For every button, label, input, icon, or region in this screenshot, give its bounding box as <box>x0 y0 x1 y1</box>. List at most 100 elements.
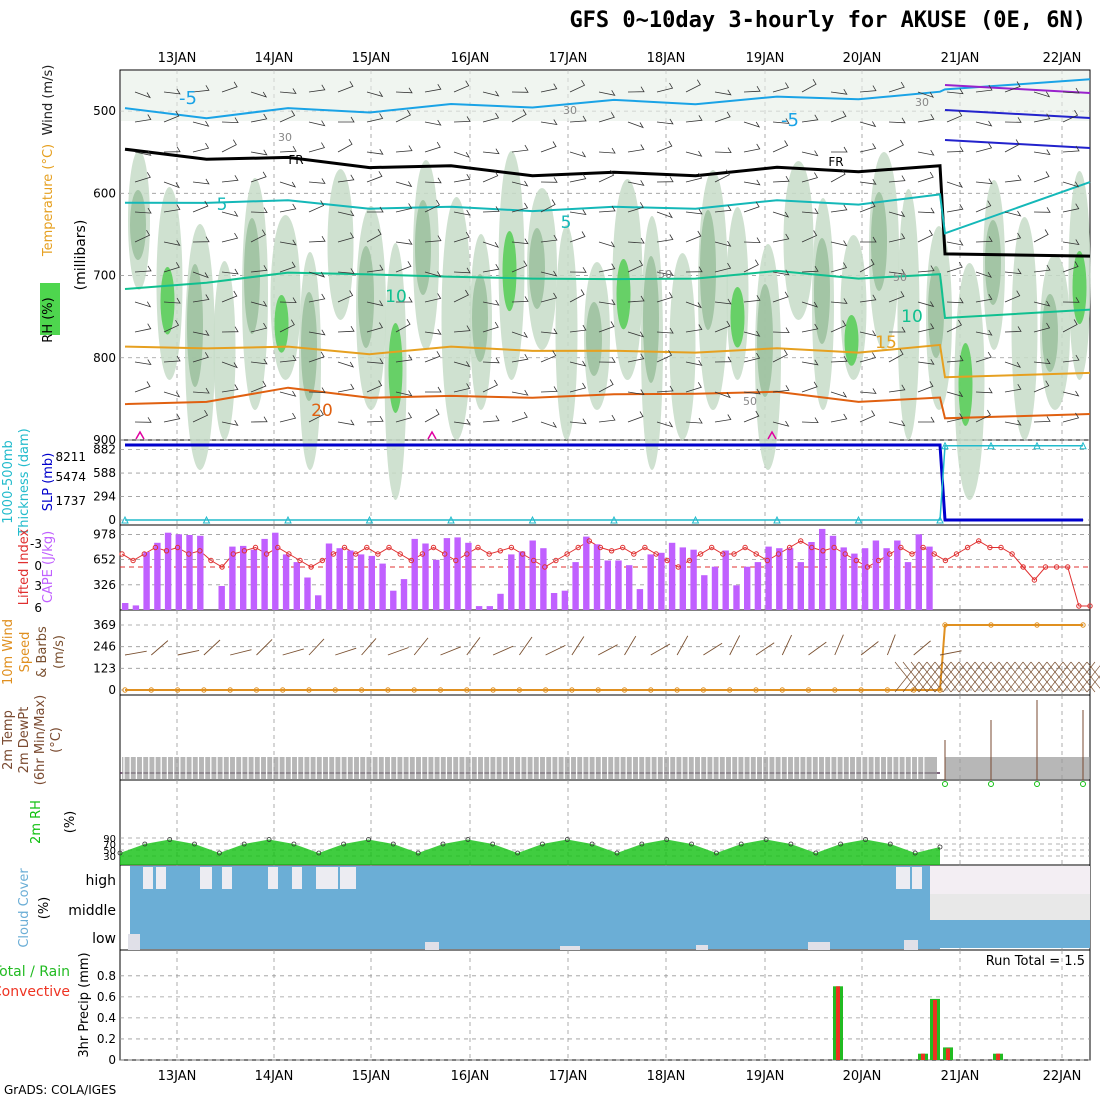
wind-barb <box>221 268 239 275</box>
li-point <box>197 548 203 554</box>
wind-barb <box>396 296 413 303</box>
cloud-gap-low <box>128 934 140 950</box>
li-point <box>631 551 637 557</box>
wind10m-point <box>253 687 260 693</box>
rh2m-point <box>440 841 446 847</box>
wind-barb <box>627 353 645 363</box>
cape-bar <box>357 554 365 610</box>
li-point <box>998 544 1004 551</box>
wind-barb <box>772 385 790 393</box>
rh2m-point <box>813 850 819 856</box>
rh-region <box>358 246 374 348</box>
rh-region <box>529 228 545 309</box>
li-point <box>130 557 136 564</box>
wind-barb <box>395 390 413 397</box>
cloud-gap-low <box>425 942 439 950</box>
rh-region <box>244 218 260 334</box>
wind-barb <box>221 210 239 217</box>
axis-label-wind10m: 10m Wind <box>1 619 16 685</box>
wind10m-line <box>125 624 1083 691</box>
isotherm-20 <box>124 386 1091 420</box>
li-point <box>964 544 971 551</box>
wind10m-point <box>595 687 601 693</box>
wind-barb <box>685 208 703 215</box>
cape-bar <box>894 540 901 610</box>
wind-barb <box>134 323 152 333</box>
cape-bar <box>883 548 890 610</box>
cape-bar <box>325 543 333 610</box>
wind-barb <box>395 354 413 363</box>
wind-barb <box>395 318 411 333</box>
wind-barb <box>627 86 645 93</box>
wind-barb <box>221 384 239 393</box>
rh2m-point <box>564 837 570 842</box>
li-tick: 0 <box>34 559 42 573</box>
wind-barb <box>337 361 355 368</box>
cloud-gap-low <box>696 945 708 950</box>
rh-region <box>187 264 203 387</box>
wind-barb <box>859 85 877 93</box>
wind-barb <box>366 113 384 123</box>
wind-barb <box>743 388 761 395</box>
wind-barb <box>453 80 470 93</box>
axis-label-wind10m: (m/s) <box>52 635 67 669</box>
wind-barb <box>685 360 703 366</box>
wind10m-point <box>280 687 286 693</box>
cloud-gap <box>340 867 356 889</box>
rh2m-tick: 50 <box>103 846 116 857</box>
wind-barb <box>917 358 935 365</box>
top-date-label: 21JAN <box>941 51 980 66</box>
wind10m-barb <box>597 644 618 656</box>
wind-barb <box>859 143 877 153</box>
li-point <box>364 544 370 551</box>
wind-barb <box>540 270 558 277</box>
rh-region <box>616 259 631 330</box>
cape-bar <box>529 540 536 610</box>
li-point <box>542 564 548 570</box>
wind-barb <box>221 117 239 124</box>
wind-barb <box>889 326 906 333</box>
wind-barb <box>482 112 500 123</box>
li-point <box>931 551 937 557</box>
li-tick: 3 <box>34 579 42 593</box>
li-point <box>1020 564 1026 570</box>
wind-barb <box>134 359 152 366</box>
li-point <box>976 538 982 544</box>
axis-label-rh2m: 2m RH <box>29 800 44 844</box>
wind-barb <box>134 301 152 308</box>
wind-barb <box>627 411 644 423</box>
li-point <box>353 551 359 557</box>
wind10m-barb <box>939 650 962 656</box>
rh-region <box>871 192 887 291</box>
cape-bar <box>475 606 483 610</box>
cloud-gap <box>268 867 278 889</box>
wind-barb <box>308 387 326 394</box>
wind10m-barb <box>624 635 637 656</box>
cloud-gap-low <box>560 946 580 950</box>
wind-barb <box>859 121 877 128</box>
li-point <box>686 557 693 564</box>
wind-barb <box>801 208 819 214</box>
wind-barb <box>250 91 268 98</box>
wind-barb <box>279 239 297 246</box>
rh-region <box>897 189 920 440</box>
wind-barb <box>975 120 993 127</box>
cape-bar <box>904 562 912 610</box>
rh-region <box>814 238 830 344</box>
cloud-band-low <box>930 920 1090 948</box>
wind10m-point <box>306 687 312 693</box>
wind-barb <box>1062 239 1080 246</box>
precip-tick: 0 <box>108 1053 116 1067</box>
wind10m-barb <box>860 641 879 656</box>
wind-barb <box>888 291 905 303</box>
precip-tick: 0.8 <box>97 969 116 983</box>
wind-barb <box>1004 117 1022 123</box>
wind-barb <box>163 391 181 398</box>
isotherm-15 <box>124 343 1091 379</box>
rh-region <box>301 292 317 401</box>
wind-barb <box>888 268 906 275</box>
axis-label-rh: RH (%) <box>41 297 56 342</box>
li-point <box>464 551 470 557</box>
wind-barb <box>917 207 935 214</box>
wind-barb <box>482 263 500 273</box>
